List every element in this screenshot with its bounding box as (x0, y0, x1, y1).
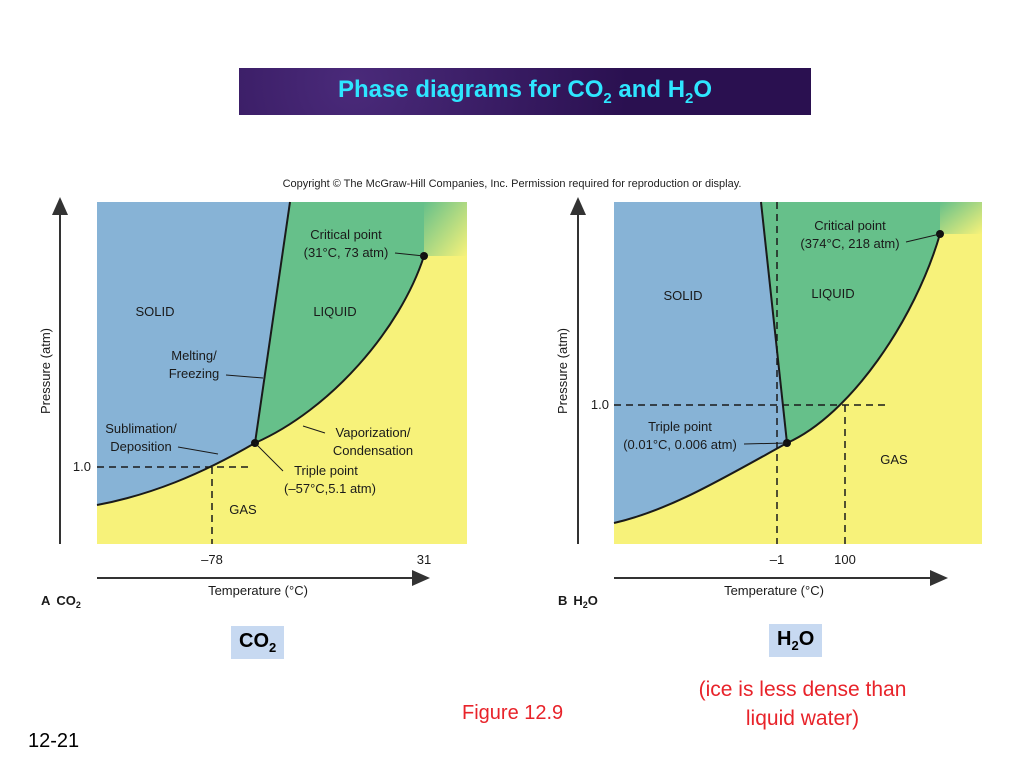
gas-label: GAS (229, 502, 257, 517)
triple-point-leader (254, 442, 284, 472)
melting-leader (225, 374, 264, 379)
melting-curve (254, 201, 291, 444)
solid-label: SOLID (135, 304, 174, 319)
vaporization-label-line1: Vaporization/ (336, 425, 411, 440)
supercritical-region (424, 202, 467, 256)
supercritical-region (940, 202, 982, 234)
liquid-region (761, 202, 940, 443)
vaporization-leader (302, 425, 326, 434)
figure-reference: Figure 12.9 (462, 702, 564, 724)
x-axis-label: Temperature (°C) (724, 583, 824, 598)
solid-region (614, 202, 787, 523)
sublimation-label-line2: Deposition (110, 439, 171, 454)
y-tick-label: 1.0 (73, 459, 91, 474)
vaporization-label-line2: Condensation (333, 443, 413, 458)
sublimation-label-line1: Sublimation/ (105, 421, 177, 436)
x-tick-label-minus1: –1 (770, 552, 784, 567)
x-tick-label-minus78: –78 (201, 552, 223, 567)
sublimation-curve (613, 442, 788, 524)
solid-region (97, 202, 290, 505)
diagram-b-h2o: Pressure (atm) Temperature (°C) B H2O SOL… (555, 197, 982, 610)
critical-point-label-line2: (31°C, 73 atm) (304, 245, 389, 260)
vaporization-curve (786, 233, 941, 444)
y-axis-label: Pressure (atm) (555, 328, 570, 414)
x-tick-label-31: 31 (417, 552, 431, 567)
copyright-notice: Copyright © The McGraw-Hill Companies, I… (282, 178, 742, 190)
panel-label-b: B H2O (558, 593, 598, 610)
x-tick-label-100: 100 (834, 552, 856, 567)
ice-note-line1: (ice is less dense than (698, 678, 907, 701)
slide-number: 12-21 (28, 730, 80, 752)
x-axis-label: Temperature (°C) (208, 583, 308, 598)
ice-density-note: (ice is less dense than liquid water) (660, 675, 945, 733)
sublimation-curve (96, 442, 256, 506)
melting-label-line1: Melting/ (171, 348, 217, 363)
y-axis-label: Pressure (atm) (38, 328, 53, 414)
triple-point-label-line1: Triple point (648, 419, 712, 434)
critical-point-leader (905, 233, 941, 243)
co2-label-box: CO2 (231, 626, 285, 659)
gas-label: GAS (880, 452, 908, 467)
critical-point-label-line1: Critical point (310, 227, 382, 242)
diagram-a-co2: Pressure (atm) Temperature (°C) A CO2 SOL… (38, 197, 467, 610)
liquid-region (255, 202, 424, 443)
y-tick-label: 1.0 (591, 397, 609, 412)
slide-title: Phase diagrams for CO2 and H2O (337, 76, 713, 107)
title-banner: Phase diagrams for CO2 and H2O (239, 68, 811, 115)
ice-note-line2: liquid water) (745, 707, 860, 730)
melting-curve (760, 201, 788, 444)
h2o-label-box: H2O (769, 624, 823, 657)
melting-label-line2: Freezing (169, 366, 220, 381)
triple-point-leader (743, 442, 788, 445)
vaporization-curve (254, 255, 425, 444)
critical-point-leader (394, 252, 425, 257)
liquid-label: LIQUID (811, 286, 854, 301)
triple-point-label-line2: (–57°C,5.1 atm) (284, 481, 376, 496)
critical-point-label-line2: (374°C, 218 atm) (800, 236, 899, 251)
critical-point-label-line1: Critical point (814, 218, 886, 233)
panel-label-a: A CO2 (41, 593, 81, 610)
triple-point-label-line2: (0.01°C, 0.006 atm) (623, 437, 737, 452)
sublimation-leader (177, 446, 219, 455)
solid-label: SOLID (663, 288, 702, 303)
liquid-label: LIQUID (313, 304, 356, 319)
triple-point-label-line1: Triple point (294, 463, 358, 478)
